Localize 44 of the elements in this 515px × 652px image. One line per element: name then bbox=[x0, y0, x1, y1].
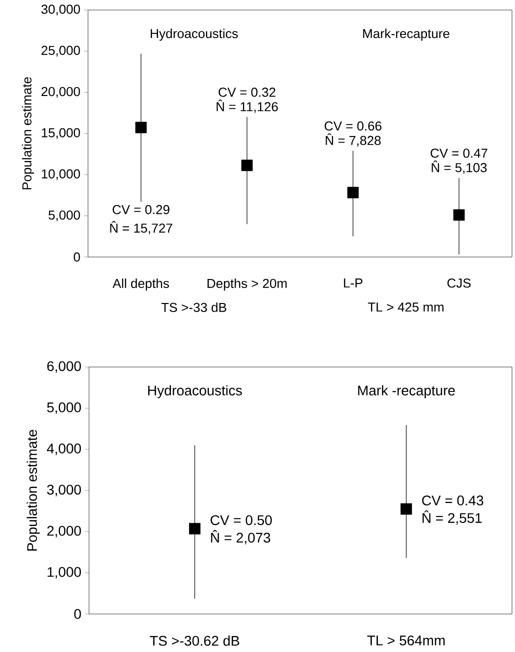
y-tick-label: 25,000 bbox=[42, 46, 80, 57]
annotation: CV = 0.47 bbox=[430, 148, 488, 158]
y-axis-title: Population estimate bbox=[22, 77, 34, 190]
x-tick-label: CJS bbox=[447, 278, 471, 288]
annotation: N̂ = 5,103 bbox=[432, 160, 487, 174]
point bbox=[347, 186, 359, 198]
x-tick-label: Depths > 20m bbox=[208, 278, 287, 291]
text: TS >-33 dB bbox=[161, 302, 226, 312]
annotation: Mark -recapture bbox=[358, 385, 455, 398]
point bbox=[241, 160, 253, 172]
y-tick-label: 30,000 bbox=[41, 4, 80, 16]
y-tick-label: 1,000 bbox=[48, 567, 81, 579]
annotation: CV = 0.43 bbox=[422, 496, 484, 506]
y-tick-label: 2,000 bbox=[47, 526, 81, 538]
y-tick-label: 10,000 bbox=[42, 169, 80, 180]
annotation: N̂ = 7,828 bbox=[326, 133, 381, 147]
y-tick-label: 3,000 bbox=[47, 484, 81, 496]
y-tick-label: 0 bbox=[74, 252, 80, 262]
x-tick-label: L-P bbox=[344, 278, 362, 288]
y-tick-label: 0 bbox=[74, 609, 81, 619]
point bbox=[453, 209, 465, 221]
annotation: Hydroacoustics bbox=[150, 28, 238, 41]
x-tick-label: TL > 564mm bbox=[367, 636, 445, 646]
annotation: N̂ = 2,551 bbox=[422, 510, 482, 525]
y-tick-label: 5,000 bbox=[47, 402, 81, 414]
y-tick-label: 4,000 bbox=[46, 444, 81, 456]
annotation: N̂ = 15,727 bbox=[110, 221, 172, 234]
annotation: CV = 0.32 bbox=[218, 88, 276, 97]
annotation: CV = 0.29 bbox=[112, 205, 170, 214]
annotation: N̂ = 11,126 bbox=[216, 100, 278, 113]
annotation: N̂ = 2,073 bbox=[211, 530, 270, 544]
y-tick-label: 6,000 bbox=[47, 361, 81, 373]
y-tick-label: 5,000 bbox=[48, 210, 80, 222]
text: TL > 425 mm bbox=[368, 302, 444, 312]
annotation: CV = 0.50 bbox=[210, 515, 272, 526]
x-tick-label: All depths bbox=[112, 278, 169, 291]
annotation: Hydroacoustics bbox=[148, 385, 242, 398]
annotation: Mark-recapture bbox=[363, 28, 450, 41]
point bbox=[135, 122, 147, 134]
y-axis-title: Population estimate bbox=[26, 430, 40, 551]
x-tick-label: TS >-30.62 dB bbox=[150, 636, 240, 646]
y-tick-label: 15,000 bbox=[42, 128, 80, 139]
y-tick-label: 20,000 bbox=[42, 86, 80, 98]
annotation: CV = 0.66 bbox=[324, 121, 382, 131]
